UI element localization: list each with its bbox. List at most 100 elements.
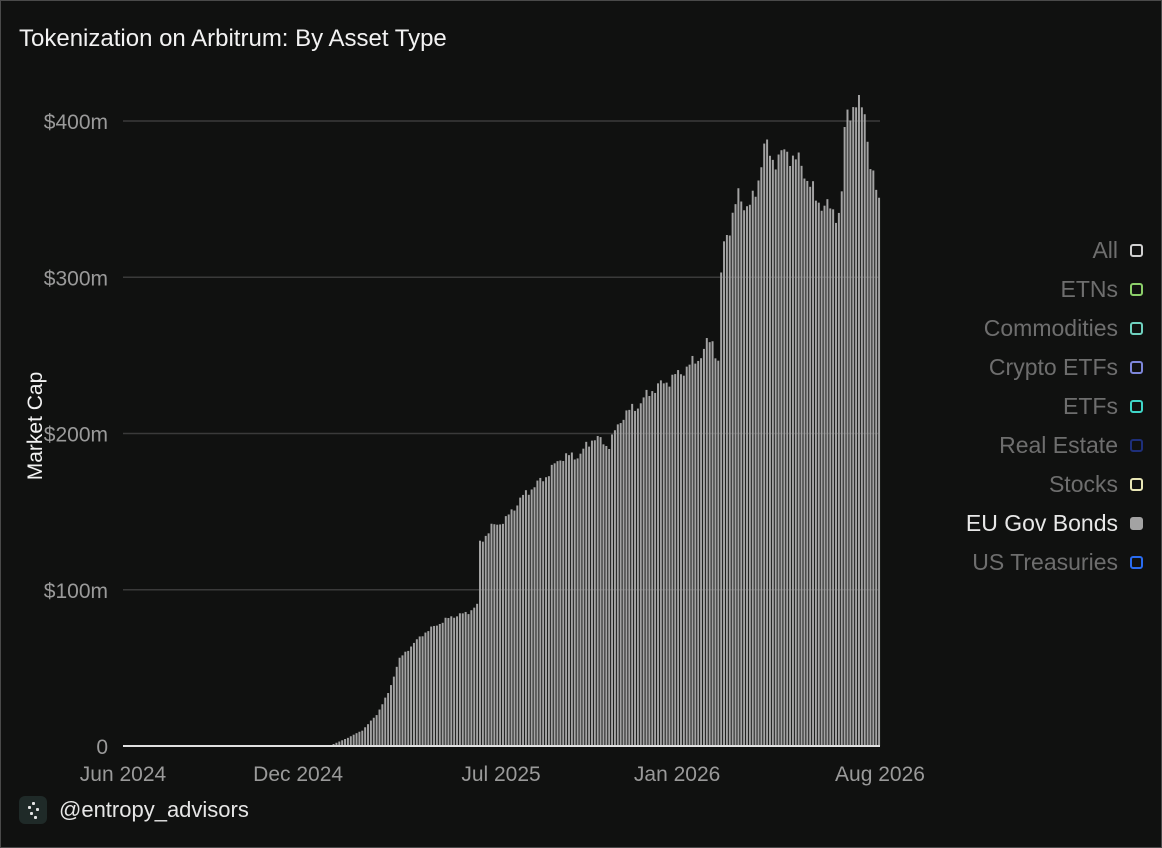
bar xyxy=(458,613,461,746)
bar xyxy=(720,272,723,746)
bar xyxy=(588,446,591,746)
bar xyxy=(493,524,496,746)
legend: All ETNs Commodities Crypto ETFs ETFs Real Es… xyxy=(843,231,1143,582)
bar xyxy=(857,94,860,746)
legend-label: EU Gov Bonds xyxy=(965,510,1118,536)
bar xyxy=(456,616,459,746)
bar xyxy=(700,358,703,746)
legend-item-all[interactable]: All xyxy=(843,231,1143,270)
bar xyxy=(344,739,347,746)
y-tick-label: $300m xyxy=(44,267,108,290)
x-tick-label: Jun 2024 xyxy=(80,763,167,786)
bar xyxy=(814,200,817,747)
bar xyxy=(613,430,616,746)
bar xyxy=(780,150,783,746)
bar xyxy=(562,460,565,746)
bar xyxy=(361,730,364,746)
bar xyxy=(375,715,378,746)
bar xyxy=(654,392,657,746)
bar xyxy=(390,685,392,746)
bar xyxy=(369,720,372,746)
bar xyxy=(677,370,680,746)
bar xyxy=(450,616,453,746)
bar xyxy=(433,625,436,746)
bar xyxy=(760,167,763,747)
bar xyxy=(372,717,375,746)
bar xyxy=(837,212,840,746)
bar xyxy=(378,709,381,746)
bar xyxy=(536,480,539,746)
legend-label: US Treasuries xyxy=(972,549,1118,575)
bar xyxy=(447,618,450,746)
bar xyxy=(542,481,545,746)
legend-item-eu-gov-bonds[interactable]: EU Gov Bonds xyxy=(843,504,1143,543)
bar xyxy=(691,355,694,746)
bar xyxy=(355,733,358,746)
bar xyxy=(665,382,668,746)
bar xyxy=(740,201,743,746)
x-tick-label: Jul 2025 xyxy=(461,763,540,786)
legend-item-commodities[interactable]: Commodities xyxy=(843,309,1143,348)
bar xyxy=(619,423,622,746)
bar xyxy=(341,740,344,746)
bar xyxy=(401,655,404,746)
bar xyxy=(622,419,625,746)
bar xyxy=(441,622,444,746)
bar xyxy=(418,636,421,746)
bar xyxy=(430,626,433,746)
bar xyxy=(875,189,878,747)
footer-brand: @entropy_advisors xyxy=(19,796,249,824)
bar xyxy=(522,494,525,746)
bar xyxy=(688,364,691,746)
bar xyxy=(791,155,794,747)
bar xyxy=(872,170,875,746)
bar xyxy=(435,625,438,746)
bar xyxy=(743,210,746,747)
bar xyxy=(453,617,456,746)
legend-item-crypto-etfs[interactable]: Crypto ETFs xyxy=(843,348,1143,387)
bar xyxy=(565,453,568,746)
bar xyxy=(611,434,614,746)
bar xyxy=(855,107,858,747)
y-tick-label: $400m xyxy=(44,111,108,134)
legend-swatch-icon xyxy=(1130,556,1143,569)
legend-item-real-estate[interactable]: Real Estate xyxy=(843,426,1143,465)
bar xyxy=(737,188,740,747)
bar xyxy=(484,535,487,746)
bar xyxy=(634,410,637,746)
bar xyxy=(674,374,677,746)
legend-label: ETFs xyxy=(1063,393,1118,419)
legend-swatch-icon xyxy=(1130,244,1143,257)
bar xyxy=(800,165,803,746)
bar xyxy=(843,127,846,746)
bar xyxy=(725,234,728,746)
bar xyxy=(524,490,527,746)
bar xyxy=(444,617,447,746)
bar xyxy=(625,410,628,746)
legend-item-etns[interactable]: ETNs xyxy=(843,270,1143,309)
bar xyxy=(579,453,582,746)
bar xyxy=(754,196,757,746)
bar xyxy=(806,180,809,747)
bar xyxy=(639,403,642,746)
bar xyxy=(550,464,553,746)
legend-item-etfs[interactable]: ETFs xyxy=(843,387,1143,426)
legend-item-stocks[interactable]: Stocks xyxy=(843,465,1143,504)
bar xyxy=(631,403,634,746)
bar xyxy=(352,734,355,746)
bar xyxy=(513,510,516,746)
legend-item-us-treasuries[interactable]: US Treasuries xyxy=(843,543,1143,582)
bar xyxy=(659,380,662,746)
bar xyxy=(504,516,507,746)
x-tick-label: Jan 2026 xyxy=(634,763,720,786)
bar xyxy=(866,141,869,746)
legend-label: Real Estate xyxy=(999,432,1118,458)
bar xyxy=(381,704,384,746)
y-tick-label: 0 xyxy=(96,736,108,759)
bar xyxy=(648,396,651,746)
bar xyxy=(702,348,705,746)
bar xyxy=(671,374,674,746)
legend-label: All xyxy=(1092,237,1118,263)
bar xyxy=(852,107,855,747)
bar xyxy=(826,199,829,746)
